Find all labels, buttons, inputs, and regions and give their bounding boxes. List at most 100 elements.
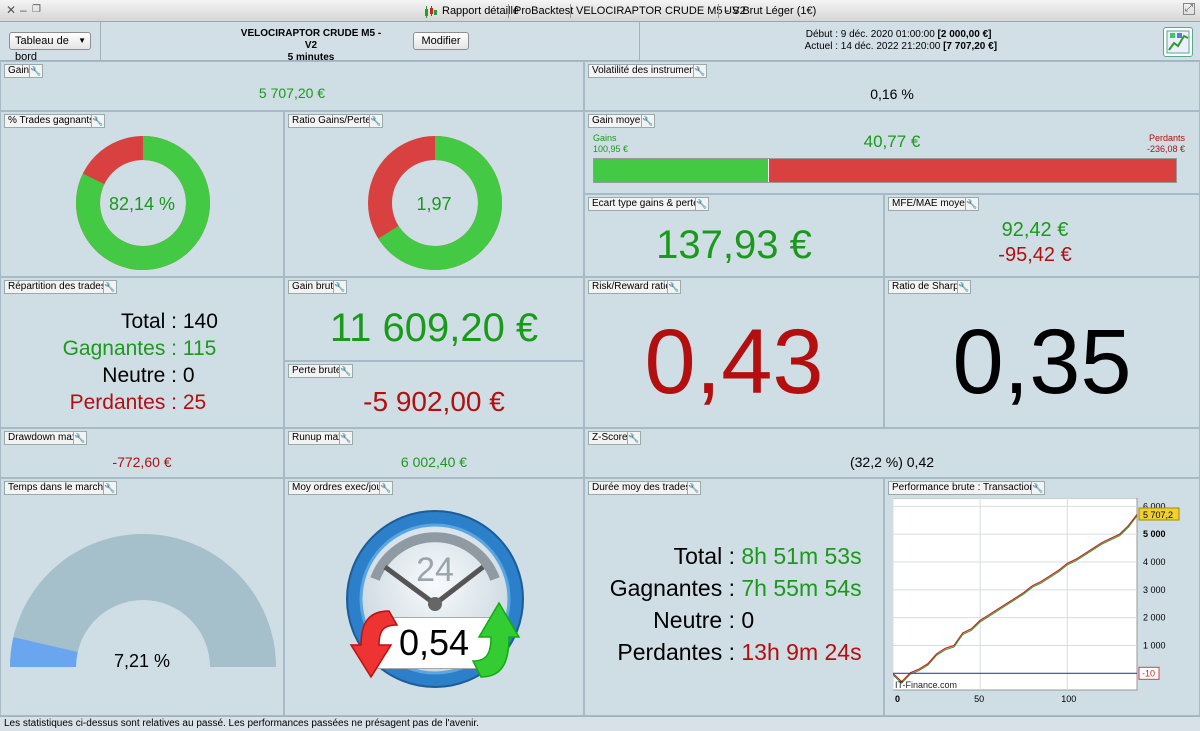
y-tick-label: 2 000 (1143, 613, 1166, 623)
duration-loss-value: 13h 9m 24s (741, 639, 862, 665)
win-pct-value: 82,14 % (108, 194, 176, 214)
wrench-icon[interactable]: 🔧 (695, 197, 709, 211)
title-bar: ✕ – ❐ Rapport détaillé ProBacktest VELOC… (0, 0, 1200, 22)
avg-gain-value: 40,77 € (863, 132, 921, 151)
gross-loss-panel: Perte brute 🔧 -5 902,00 € (284, 361, 584, 428)
current-capital: [7 707,20 €] (943, 41, 998, 52)
time-in-market-value: 7,21 % (113, 651, 171, 671)
orders-per-day-panel: Moy ordres exec/jour 🔧 24 0,54 (284, 478, 584, 716)
wrench-icon[interactable]: 🔧 (103, 481, 117, 495)
strategy-name: VELOCIRAPTOR CRUDE M5 - V2 (240, 28, 382, 51)
donut-win-arc (76, 136, 210, 270)
wrench-icon[interactable]: 🔧 (687, 481, 701, 495)
toolbar: Tableau de bord ▼ VELOCIRAPTOR CRUDE M5 … (0, 22, 1200, 63)
clock-label: 24 (416, 551, 454, 589)
sharpe-panel: Ratio de Sharpe 🔧 0,35 (884, 277, 1200, 428)
wrench-icon[interactable]: 🔧 (379, 481, 393, 495)
wrench-icon[interactable]: 🔧 (333, 280, 347, 294)
losses-value: -236,08 € (1146, 144, 1185, 154)
risk-reward-title: Risk/Reward ratio (588, 280, 675, 294)
zscore-value: (32,2 %) 0,42 (849, 454, 935, 470)
app-name: ProBacktest (514, 5, 574, 17)
volatility-value: 0,16 % (870, 86, 914, 102)
minimize-icon[interactable]: – (20, 3, 27, 17)
performance-line-red (893, 514, 1138, 683)
y-tick-label: 4 000 (1143, 557, 1166, 567)
runup-panel: Runup max 🔧 6 002,40 € (284, 428, 584, 478)
wrench-icon[interactable]: 🔧 (339, 364, 353, 378)
duration-total-label: Total : (673, 543, 735, 569)
sharpe-value: 0,35 (952, 311, 1132, 413)
wrench-icon[interactable]: 🔧 (91, 114, 105, 128)
wrench-icon[interactable]: 🔧 (641, 114, 655, 128)
status-bar: Les statistiques ci-dessus sont relative… (0, 716, 1200, 731)
wrench-icon[interactable]: 🔧 (369, 114, 383, 128)
ratio-title: Ratio Gains/Pertes (288, 114, 380, 128)
ratio-value: 1,97 (416, 194, 452, 214)
x-tick-label: 0 (895, 694, 900, 704)
ratio-panel: Ratio Gains/Pertes 🔧 1,97 (284, 111, 584, 277)
mfe-mae-title: MFE/MAE moyen (888, 197, 975, 211)
chevron-down-icon: ▼ (78, 36, 86, 45)
gain-panel: Gain 🔧 5 707,20 € (0, 61, 584, 111)
close-icon[interactable]: ✕ (6, 3, 17, 17)
strategy-title: VELOCIRAPTOR CRUDE M5 - V2 (576, 5, 746, 17)
orders-per-day-value: 0,54 (398, 622, 470, 663)
orders-per-day-title: Moy ordres exec/jour (288, 481, 390, 495)
gross-gain-title: Gain brut (288, 280, 338, 294)
wrench-icon[interactable]: 🔧 (965, 197, 979, 211)
y-tick-label: 3 000 (1143, 585, 1166, 595)
wrench-icon[interactable]: 🔧 (627, 431, 641, 445)
neutral-value: 0 (182, 364, 195, 387)
mfe-value: 92,42 € (1001, 219, 1069, 241)
volatility-panel: Volatilité des instruments 🔧 0,16 % (584, 61, 1200, 111)
duration-win-label: Gagnantes : (609, 575, 735, 601)
wrench-icon[interactable]: 🔧 (1031, 481, 1045, 495)
wrench-icon[interactable]: 🔧 (693, 64, 707, 78)
loss-value: 25 (182, 391, 207, 414)
gain-bar-fill (594, 159, 769, 182)
y-tick-label: 6 000 (1143, 501, 1166, 511)
timeframe: 5 minutes (287, 52, 335, 63)
start-label: Début : (805, 29, 838, 40)
start-date: 9 déc. 2020 01:00:00 (840, 29, 935, 40)
dashboard-select[interactable]: Tableau de bord ▼ (9, 32, 91, 63)
loss-label: Perdantes : (69, 391, 177, 414)
total-label: Total : (120, 310, 177, 333)
candlestick-icon (424, 5, 438, 18)
performance-panel: Performance brute : Transactions 🔧 1 000… (884, 478, 1200, 716)
start-capital: [2 000,00 €] (937, 29, 992, 40)
maximize-icon[interactable]: ⤢ (1183, 3, 1195, 15)
duration-loss-label: Perdantes : (617, 639, 735, 665)
x-tick-label: 100 (1061, 694, 1076, 704)
current-label: Actuel : (804, 41, 838, 52)
stddev-panel: Ecart type gains & pertes 🔧 137,93 € (584, 194, 884, 277)
dashboard-config-icon[interactable] (1163, 27, 1193, 57)
wrench-icon[interactable]: 🔧 (29, 64, 43, 78)
drawdown-title: Drawdown max (4, 431, 81, 445)
wrench-icon[interactable]: 🔧 (667, 280, 681, 294)
duration-panel: Durée moy des trades 🔧 Total : 8h 51m 53… (584, 478, 884, 716)
time-in-market-title: Temps dans le marché (4, 481, 113, 495)
wrench-icon[interactable]: 🔧 (73, 431, 87, 445)
duration-win-value: 7h 55m 54s (741, 575, 862, 601)
runup-value: 6 002,40 € (400, 454, 468, 470)
win-label: Gagnantes : (62, 337, 177, 360)
neutral-label: Neutre : (102, 364, 177, 387)
wrench-icon[interactable]: 🔧 (339, 431, 353, 445)
win-pct-donut (76, 136, 210, 270)
arrow-down-icon (349, 610, 399, 679)
win-pct-panel: % Trades gagnants 🔧 82,14 % (0, 111, 284, 277)
min-value-badge (1138, 666, 1160, 680)
wrench-icon[interactable]: 🔧 (957, 280, 971, 294)
performance-title: Performance brute : Transactions (888, 481, 1044, 495)
restore-icon[interactable]: ❐ (32, 4, 41, 15)
gain-value: 5 707,20 € (258, 85, 326, 101)
wrench-icon[interactable]: 🔧 (103, 280, 117, 294)
stddev-title: Ecart type gains & pertes (588, 197, 708, 211)
donut-win-arc (368, 136, 502, 270)
zscore-panel: Z-Score 🔧 (32,2 %) 0,42 (584, 428, 1200, 478)
report-title: Rapport détaillé (442, 5, 520, 17)
gain-loss-bar (593, 158, 1177, 183)
modify-button[interactable]: Modifier (413, 32, 469, 50)
